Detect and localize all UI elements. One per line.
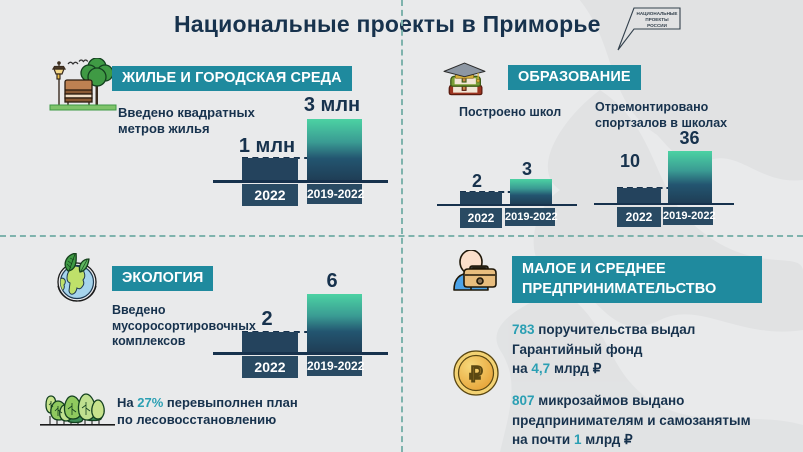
svg-text:НАЦИОНАЛЬНЫЕ: НАЦИОНАЛЬНЫЕ [637, 11, 678, 16]
svg-text:₽: ₽ [469, 364, 483, 387]
svg-text:РОССИИ: РОССИИ [647, 23, 667, 28]
svg-text:ПРОЕКТЫ: ПРОЕКТЫ [645, 17, 669, 22]
